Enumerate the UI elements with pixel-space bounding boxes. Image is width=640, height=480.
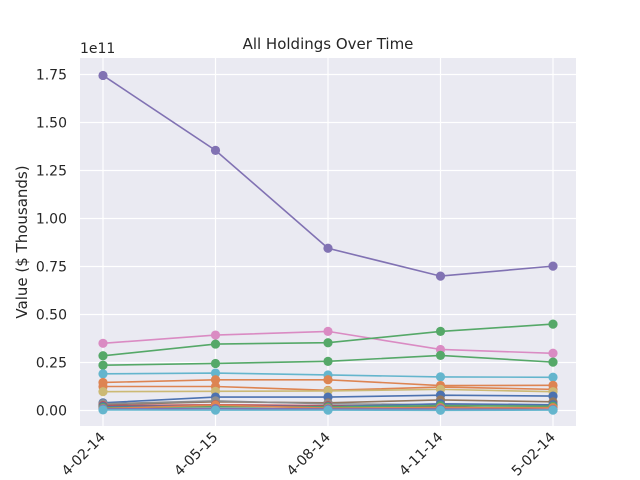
data-point (548, 357, 558, 367)
y-tick-labels: 0.00 0.25 0.50 0.75 1.00 1.25 1.50 1.75 (36, 68, 67, 420)
y-tick-label: 0.25 (36, 356, 67, 372)
data-point (323, 375, 333, 385)
y-tick-label: 0.75 (36, 260, 67, 276)
y-axis-scale-label: 1e11 (80, 41, 115, 57)
data-point (548, 372, 558, 382)
data-point (548, 405, 558, 415)
data-point (323, 243, 333, 253)
data-point (98, 360, 108, 370)
data-point (548, 319, 558, 329)
x-tick-labels: 4-02-14 4-05-15 4-08-14 4-11-14 5-02-14 (59, 429, 559, 479)
y-axis-label: Value ($ Thousands) (13, 165, 31, 318)
x-tick-label: 4-02-14 (59, 429, 109, 479)
data-point (323, 338, 333, 348)
data-point (98, 387, 108, 397)
data-point (435, 405, 446, 415)
data-point (210, 368, 221, 378)
chart-title: All Holdings Over Time (243, 35, 414, 53)
y-tick-label: 1.50 (36, 116, 67, 132)
data-point (210, 358, 221, 369)
y-tick-label: 1.25 (36, 164, 67, 180)
data-point (435, 271, 446, 281)
y-tick-label: 0.00 (36, 404, 67, 420)
data-point (323, 356, 333, 366)
y-tick-label: 1.00 (36, 212, 67, 228)
data-point (210, 405, 221, 415)
x-tick-label: 4-11-14 (396, 429, 446, 479)
x-tick-label: 5-02-14 (509, 429, 559, 479)
data-point (548, 261, 558, 271)
y-tick-label: 0.50 (36, 308, 67, 324)
data-point (210, 375, 221, 385)
data-point (323, 405, 333, 415)
data-point (323, 326, 333, 336)
x-tick-label: 4-05-15 (171, 430, 221, 480)
data-point (98, 405, 108, 415)
data-point (98, 338, 108, 348)
data-point (98, 369, 108, 379)
data-point (548, 348, 558, 358)
data-point (210, 339, 221, 349)
data-point (98, 351, 108, 361)
data-point (435, 350, 446, 360)
x-tick-label: 4-08-14 (284, 429, 334, 479)
data-point (210, 330, 221, 340)
data-point (210, 145, 221, 155)
data-point (435, 326, 446, 336)
data-point (435, 372, 446, 382)
data-point (98, 70, 108, 81)
y-tick-label: 1.75 (36, 68, 67, 84)
series-points (98, 70, 558, 415)
